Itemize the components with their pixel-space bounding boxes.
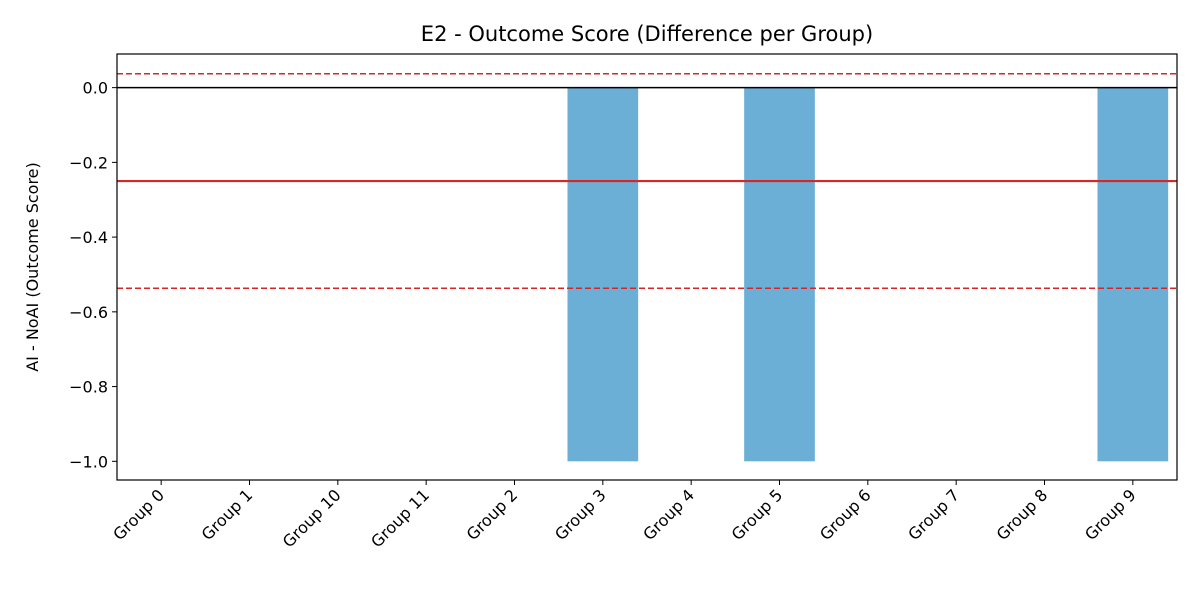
- x-tick-label: Group 0: [109, 485, 168, 544]
- bars-layer: [567, 87, 1169, 462]
- x-tick-label: Group 5: [728, 485, 787, 544]
- y-axis-label: AI - NoAI (Outcome Score): [23, 162, 42, 372]
- x-tick-label: Group 3: [551, 485, 610, 544]
- y-tick-label: −0.6: [69, 303, 108, 322]
- x-tick-label: Group 9: [1081, 485, 1140, 544]
- y-tick-label: −0.4: [69, 228, 108, 247]
- x-tick-label: Group 7: [904, 485, 963, 544]
- y-tick-label: 0.0: [83, 79, 108, 98]
- plot-frame: [116, 53, 1178, 481]
- y-tick-label: −1.0: [69, 452, 108, 471]
- chart-title: E2 - Outcome Score (Difference per Group…: [421, 22, 873, 46]
- bar-group-5: [744, 87, 815, 462]
- x-tick-label: Group 2: [463, 485, 522, 544]
- x-tick-label: Group 4: [639, 485, 698, 544]
- reference-lines-layer: [117, 73, 1177, 290]
- x-tick-label: Group 6: [816, 485, 875, 544]
- x-tick-label: Group 8: [993, 485, 1052, 544]
- x-tick-label: Group 10: [279, 485, 345, 551]
- x-tick-label: Group 1: [198, 485, 257, 544]
- x-tick-label: Group 11: [367, 485, 433, 551]
- bar-group-9: [1097, 87, 1169, 462]
- bar-group-3: [567, 87, 639, 462]
- y-tick-label: −0.8: [69, 378, 108, 397]
- y-tick-label: −0.2: [69, 153, 108, 172]
